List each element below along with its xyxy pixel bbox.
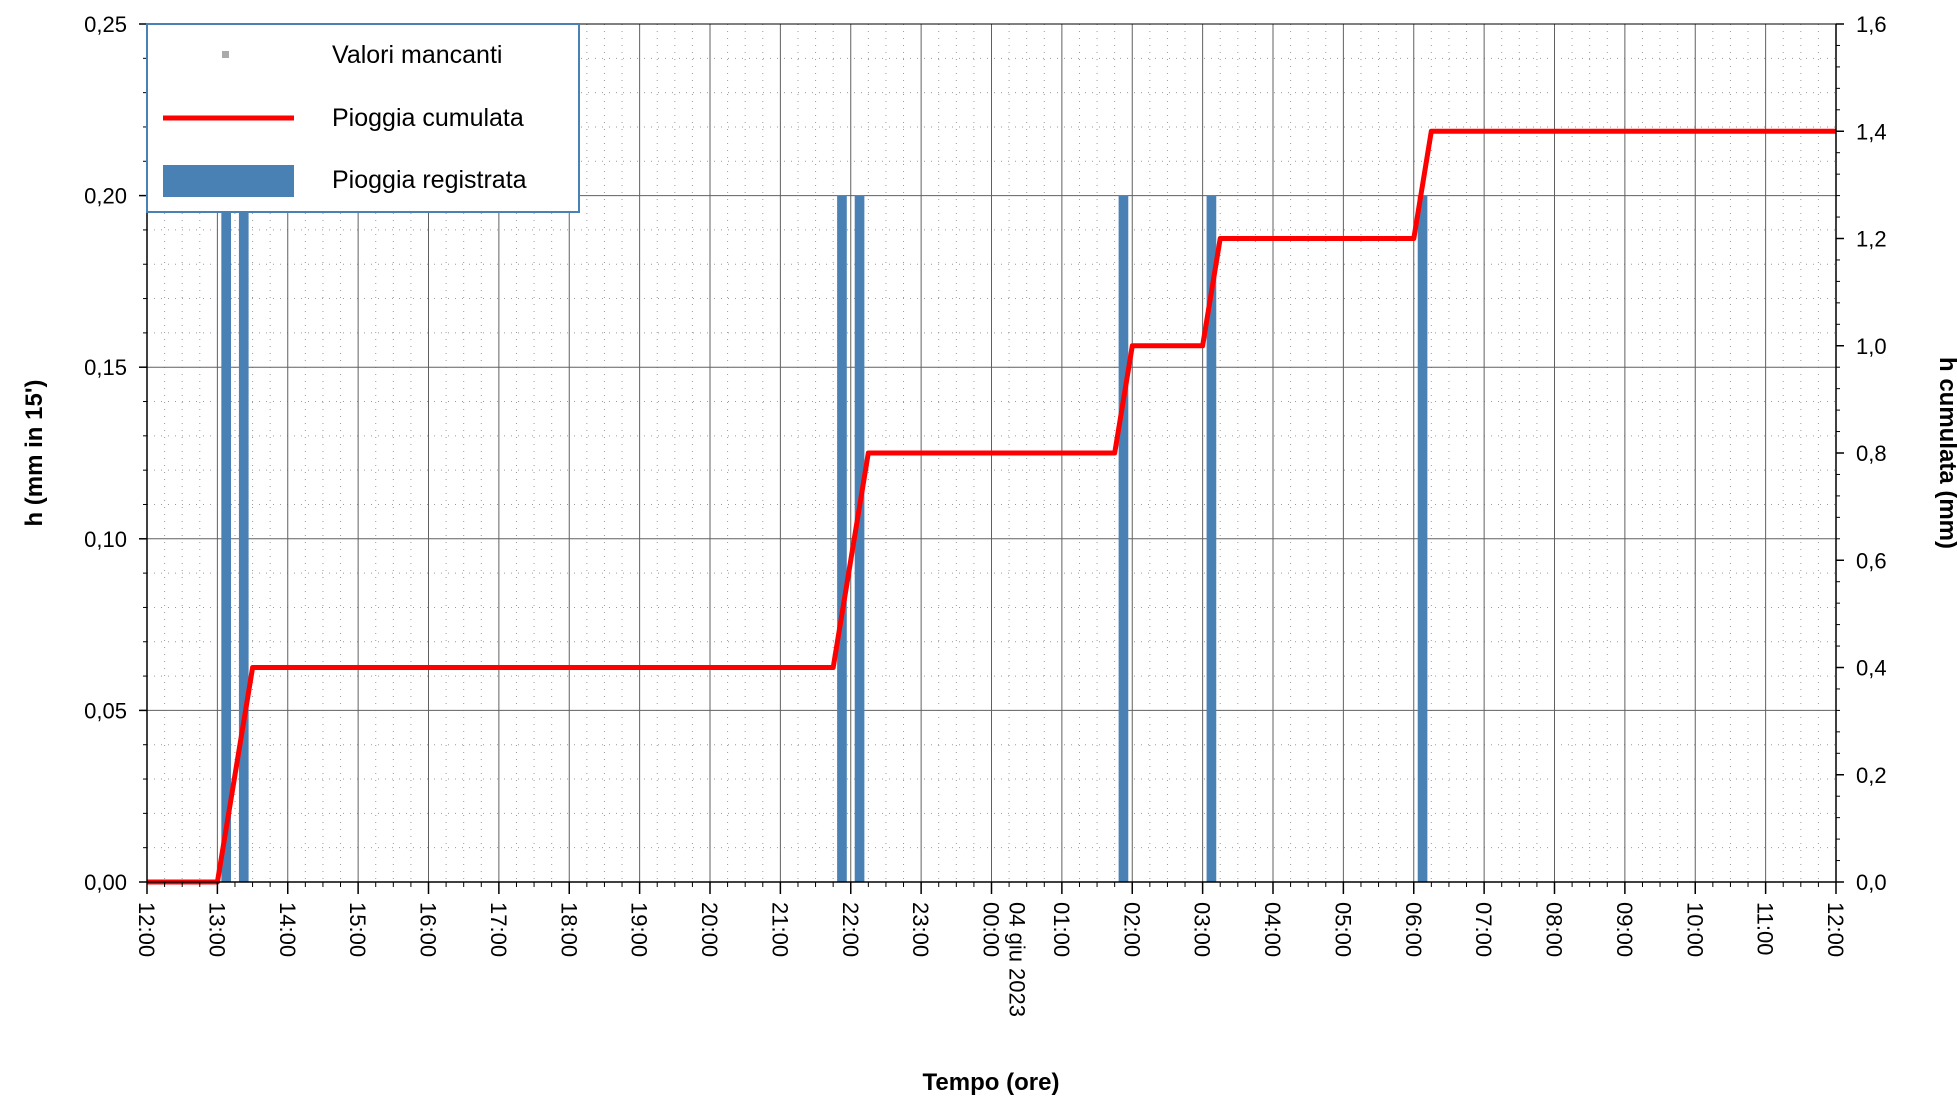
y-axis-left-title: h (mm in 15'): [21, 379, 48, 526]
legend-bar-label: Pioggia registrata: [332, 166, 527, 194]
x-tick-label: 07:00: [1471, 902, 1496, 957]
x-tick-label: 01:00: [1049, 902, 1074, 957]
x-tick-label-line: 06:00: [1401, 902, 1426, 957]
x-tick-label-line: 03:00: [1190, 902, 1215, 957]
x-tick-label-line: 19:00: [627, 902, 652, 957]
x-tick-label: 21:00: [767, 902, 792, 957]
x-tick-label-line: 04:00: [1260, 902, 1285, 957]
x-axis-title: Tempo (ore): [923, 1069, 1060, 1096]
x-tick-label-line: 15:00: [345, 902, 370, 957]
x-tick-label-line: 11:00: [1753, 902, 1778, 955]
x-tick-label: 06:00: [1401, 902, 1426, 957]
x-tick-label-line: 04 giu 2023: [1005, 902, 1030, 1017]
x-tick-label-line: 14:00: [275, 902, 300, 957]
x-tick-label: 05:00: [1330, 902, 1355, 957]
left-tick-label: 0,15: [84, 355, 127, 380]
right-tick-label: 1,0: [1856, 334, 1887, 359]
x-tick-label: 23:00: [908, 902, 933, 957]
x-tick-label-line: 13:00: [204, 902, 229, 957]
rain-bar: [837, 195, 847, 883]
x-tick-label-line: 02:00: [1119, 902, 1144, 957]
right-axis-ticks: 0,0 0,2 0,4 0,6 0,8 1,0 1,2 1,4 1,6: [1836, 12, 1887, 895]
legend: Valori mancanti Pioggia cumulata Pioggia…: [146, 23, 580, 213]
legend-missing-label: Valori mancanti: [332, 41, 502, 69]
x-tick-label: 10:00: [1682, 902, 1707, 957]
right-tick-label: 1,6: [1856, 12, 1887, 37]
left-tick-label: 0,20: [84, 184, 127, 209]
right-tick-label: 0,0: [1856, 870, 1887, 895]
rain-bar: [854, 195, 865, 883]
y-axis-right-title: h cumulata (mm): [1934, 357, 1957, 549]
x-tick-label-line: 16:00: [416, 902, 441, 957]
x-tick-label: 22:00: [838, 902, 863, 957]
rain-bar: [1118, 195, 1129, 883]
x-tick-label-line: 17:00: [486, 902, 511, 957]
x-tick-label: 15:00: [345, 902, 370, 957]
x-tick-label: 13:00: [204, 902, 229, 957]
left-tick-label: 0,25: [84, 12, 127, 37]
legend-cumulative-label: Pioggia cumulata: [332, 104, 524, 132]
left-tick-label: 0,10: [84, 527, 127, 552]
left-tick-label: 0,00: [84, 870, 127, 895]
x-tick-label: 14:00: [275, 902, 300, 957]
x-tick-label: 12:00: [134, 902, 159, 957]
x-tick-label-line: 10:00: [1682, 902, 1707, 957]
x-tick-label-line: 07:00: [1471, 902, 1496, 957]
rain-bar: [1206, 195, 1217, 883]
right-tick-label: 0,2: [1856, 763, 1887, 788]
x-tick-label: 12:00: [1823, 902, 1848, 957]
x-tick-label: 17:00: [486, 902, 511, 957]
left-tick-label: 0,05: [84, 698, 127, 723]
x-tick-label-line: 09:00: [1612, 902, 1637, 957]
x-tick-label: 16:00: [416, 902, 441, 957]
x-tick-label: 08:00: [1542, 902, 1567, 957]
x-tick-label-line: 21:00: [767, 902, 792, 957]
x-tick-label-line: 23:00: [908, 902, 933, 957]
left-axis-ticks: 0,00 0,05 0,10 0,15 0,20 0,25: [84, 12, 147, 895]
rain-bars: [221, 195, 1428, 883]
x-tick-label: 18:00: [556, 902, 581, 957]
x-tick-label-line: 00:00: [979, 902, 1004, 957]
x-tick-label-line: 20:00: [697, 902, 722, 957]
legend-missing-symbol: [222, 51, 229, 58]
x-axis-ticks: 12:00 13:00 14:00 15:00 16:00 17:00 18:00 19:00…: [134, 882, 1848, 1017]
x-tick-label: 03:00: [1190, 902, 1215, 957]
right-tick-label: 1,4: [1856, 119, 1887, 144]
x-tick-label-line: 01:00: [1049, 902, 1074, 957]
x-tick-label-line: 12:00: [134, 902, 159, 957]
rain-bar: [238, 195, 249, 883]
x-tick-label-line: 08:00: [1542, 902, 1567, 957]
right-tick-label: 0,8: [1856, 441, 1887, 466]
x-tick-label-line: 22:00: [838, 902, 863, 957]
rain-bar: [1417, 195, 1428, 883]
x-tick-label-line: 05:00: [1330, 902, 1355, 957]
x-tick-label: 19:00: [627, 902, 652, 957]
x-tick-label: 09:00: [1612, 902, 1637, 957]
x-tick-label: 20:00: [697, 902, 722, 957]
right-tick-label: 1,2: [1856, 227, 1887, 252]
x-tick-label-line: 18:00: [556, 902, 581, 957]
cumulative-rain-line: [147, 128, 1836, 885]
legend-bar-symbol: [163, 165, 294, 197]
x-tick-label: 02:00: [1119, 902, 1144, 957]
x-tick-label: 04:00: [1260, 902, 1285, 957]
right-tick-label: 0,6: [1856, 548, 1887, 573]
right-tick-label: 0,4: [1856, 656, 1887, 681]
x-tick-label: 11:00: [1753, 902, 1778, 955]
x-tick-label-line: 12:00: [1823, 902, 1848, 957]
rain-bar: [221, 195, 232, 883]
